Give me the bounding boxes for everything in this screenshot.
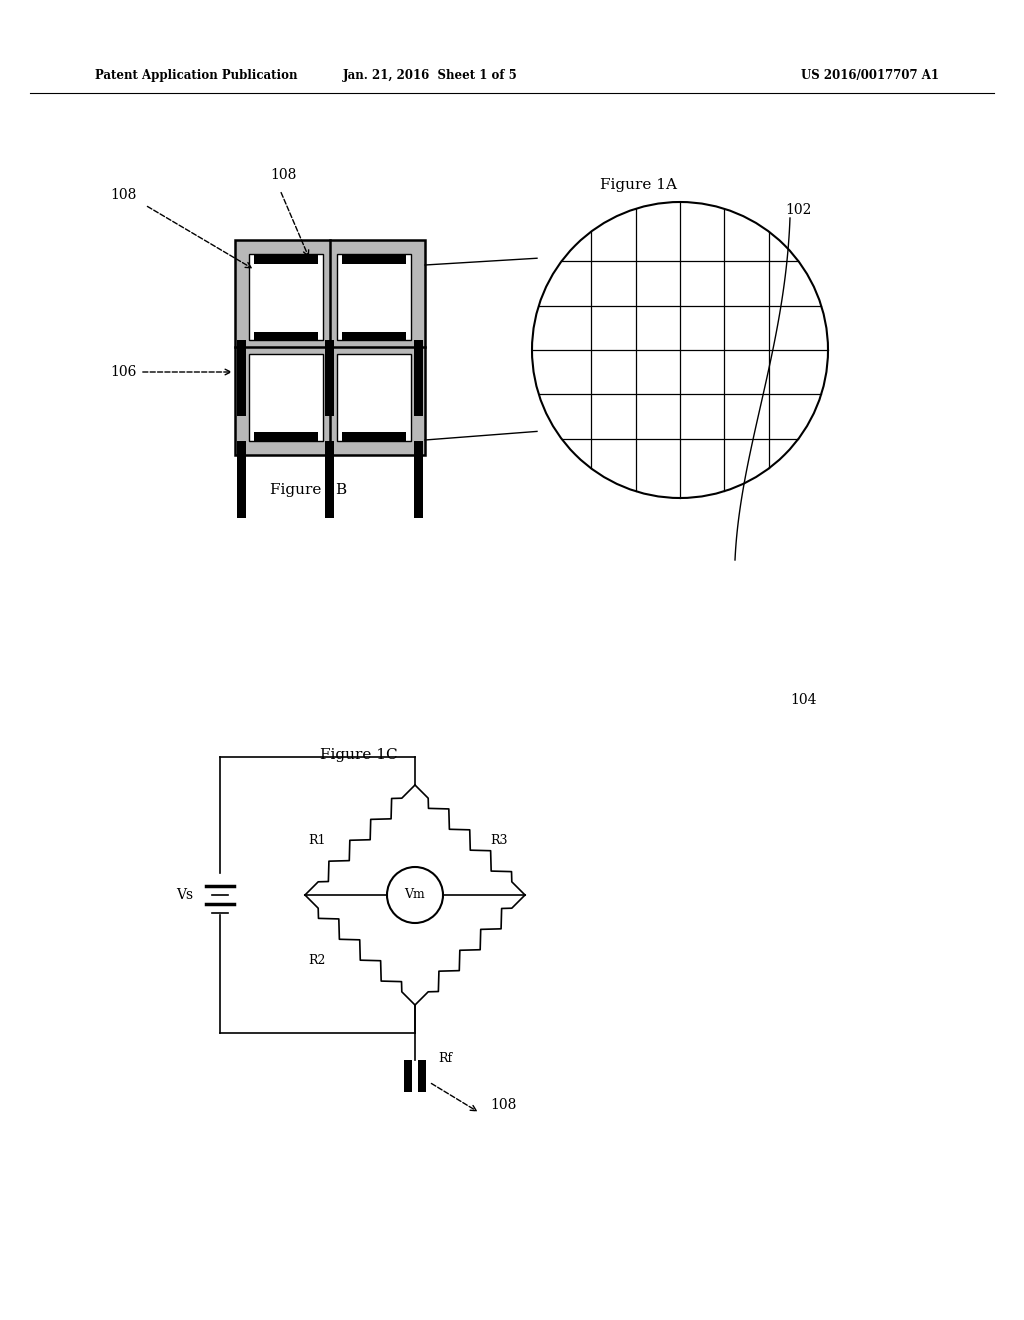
Text: R2: R2 bbox=[308, 953, 326, 966]
Circle shape bbox=[387, 867, 443, 923]
Bar bbox=[254, 255, 318, 264]
Text: 108: 108 bbox=[110, 187, 136, 202]
Text: Patent Application Publication: Patent Application Publication bbox=[95, 69, 298, 82]
Text: US 2016/0017707 A1: US 2016/0017707 A1 bbox=[801, 69, 939, 82]
Text: Rf: Rf bbox=[438, 1052, 453, 1064]
Text: 106: 106 bbox=[110, 366, 136, 379]
Text: Vm: Vm bbox=[404, 888, 425, 902]
Text: 104: 104 bbox=[790, 693, 816, 708]
Bar bbox=[337, 253, 411, 341]
Bar bbox=[249, 354, 323, 441]
Text: Jan. 21, 2016  Sheet 1 of 5: Jan. 21, 2016 Sheet 1 of 5 bbox=[343, 69, 517, 82]
Bar bbox=[414, 441, 423, 517]
Bar bbox=[342, 333, 406, 341]
Text: Figure 1B: Figure 1B bbox=[270, 483, 347, 498]
Bar bbox=[337, 354, 411, 441]
Bar bbox=[414, 341, 423, 416]
Text: 102: 102 bbox=[785, 203, 811, 216]
Bar bbox=[404, 1060, 412, 1092]
Bar bbox=[249, 253, 323, 341]
Bar bbox=[325, 441, 334, 517]
Text: Vs: Vs bbox=[176, 888, 194, 902]
Bar bbox=[234, 240, 425, 455]
Bar bbox=[237, 341, 246, 416]
Text: Figure 1A: Figure 1A bbox=[600, 178, 677, 191]
Bar bbox=[254, 432, 318, 441]
Bar bbox=[342, 432, 406, 441]
Bar bbox=[237, 441, 246, 517]
Bar bbox=[418, 1060, 426, 1092]
Text: 108: 108 bbox=[270, 168, 296, 182]
Bar bbox=[254, 333, 318, 341]
Text: R1: R1 bbox=[308, 833, 326, 846]
Bar bbox=[325, 341, 334, 416]
Text: R3: R3 bbox=[490, 833, 508, 846]
Text: 108: 108 bbox=[490, 1098, 516, 1111]
Text: Figure 1C: Figure 1C bbox=[319, 748, 397, 762]
Bar bbox=[342, 255, 406, 264]
